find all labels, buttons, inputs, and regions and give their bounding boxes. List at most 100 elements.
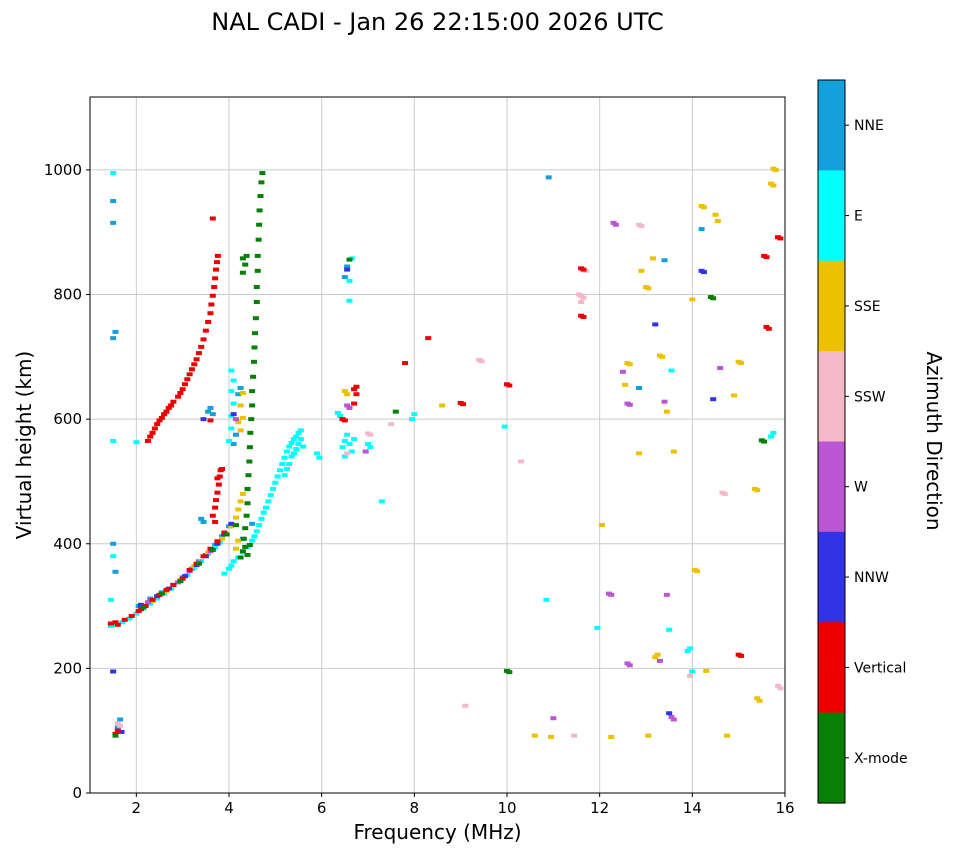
data-point [223, 532, 230, 537]
data-point [765, 326, 772, 331]
colorbar-tick-label-ssw: SSW [854, 389, 886, 405]
data-point [645, 286, 652, 291]
data-point [506, 670, 513, 675]
data-point [344, 451, 351, 456]
data-point [147, 434, 154, 439]
data-point [293, 434, 300, 439]
data-point [235, 507, 242, 512]
data-point [462, 703, 469, 708]
data-point [737, 653, 744, 658]
data-point [258, 516, 265, 521]
data-point [608, 592, 615, 597]
series-nne [110, 175, 705, 730]
data-point [245, 473, 252, 478]
data-point [772, 167, 779, 172]
colorbar-block-e [818, 170, 845, 262]
data-point [411, 412, 418, 417]
data-point [239, 390, 246, 395]
data-point [341, 275, 348, 280]
data-point [670, 449, 677, 454]
data-point [230, 378, 237, 383]
data-point [501, 424, 508, 429]
data-point [251, 345, 258, 350]
y-axis-ticks: 0 200 400 600 800 1000 [44, 161, 90, 802]
data-point [144, 438, 151, 443]
data-point [721, 491, 728, 496]
data-point [666, 711, 673, 716]
series-x-mode [112, 171, 768, 738]
y-tick-label: 0 [72, 784, 82, 802]
data-point [670, 717, 677, 722]
data-point [288, 440, 295, 445]
data-point [281, 473, 288, 478]
data-point [193, 357, 200, 362]
y-tick-label: 1000 [44, 161, 82, 179]
data-point [214, 539, 221, 544]
data-point [353, 392, 360, 397]
data-point [622, 382, 629, 387]
data-point [209, 293, 216, 298]
data-point [110, 438, 117, 443]
data-point [344, 432, 351, 437]
data-point [459, 402, 466, 407]
data-point [756, 698, 763, 703]
data-point [163, 409, 170, 414]
data-point [239, 256, 246, 261]
data-point [235, 538, 242, 543]
data-point [649, 256, 656, 261]
data-point [186, 567, 193, 572]
data-point [140, 605, 147, 610]
data-point [207, 405, 214, 410]
data-point [344, 392, 351, 397]
data-point [543, 597, 550, 602]
data-point [703, 668, 710, 673]
data-point [250, 374, 257, 379]
data-point [232, 417, 239, 422]
data-point [297, 428, 304, 433]
data-point [652, 322, 659, 327]
y-tick-label: 800 [53, 286, 82, 304]
data-point [158, 415, 165, 420]
data-point [274, 474, 281, 479]
data-point [154, 422, 161, 427]
data-point [112, 620, 119, 625]
data-point [279, 462, 286, 467]
data-point [213, 260, 220, 265]
data-point [341, 418, 348, 423]
data-point [226, 438, 232, 443]
x-tick-label: 16 [775, 799, 794, 817]
data-point [297, 437, 304, 442]
data-point [288, 454, 295, 459]
data-point [295, 430, 302, 435]
data-point [247, 430, 254, 435]
data-point [645, 733, 652, 738]
data-point [425, 336, 432, 341]
data-point [112, 733, 119, 738]
data-point [239, 415, 246, 420]
data-point [237, 385, 244, 390]
data-point [256, 523, 263, 528]
data-point [344, 403, 351, 408]
data-point [117, 717, 124, 722]
data-point [253, 285, 260, 290]
data-point [230, 412, 237, 417]
data-point [777, 236, 784, 241]
data-point [768, 434, 775, 439]
data-point [242, 526, 249, 531]
data-point [626, 362, 633, 367]
grid-lines [90, 97, 786, 794]
data-point [212, 545, 219, 550]
scatter-points [107, 166, 784, 739]
data-point [254, 253, 261, 258]
data-point [700, 270, 707, 275]
data-point [228, 389, 235, 394]
data-point [212, 519, 219, 524]
data-point [232, 432, 239, 437]
colorbar-block-vertical [818, 622, 845, 714]
data-point [219, 536, 226, 541]
data-point [290, 437, 297, 442]
data-point [244, 486, 251, 491]
data-point [228, 563, 235, 568]
data-point [761, 439, 768, 444]
data-point [700, 205, 707, 210]
